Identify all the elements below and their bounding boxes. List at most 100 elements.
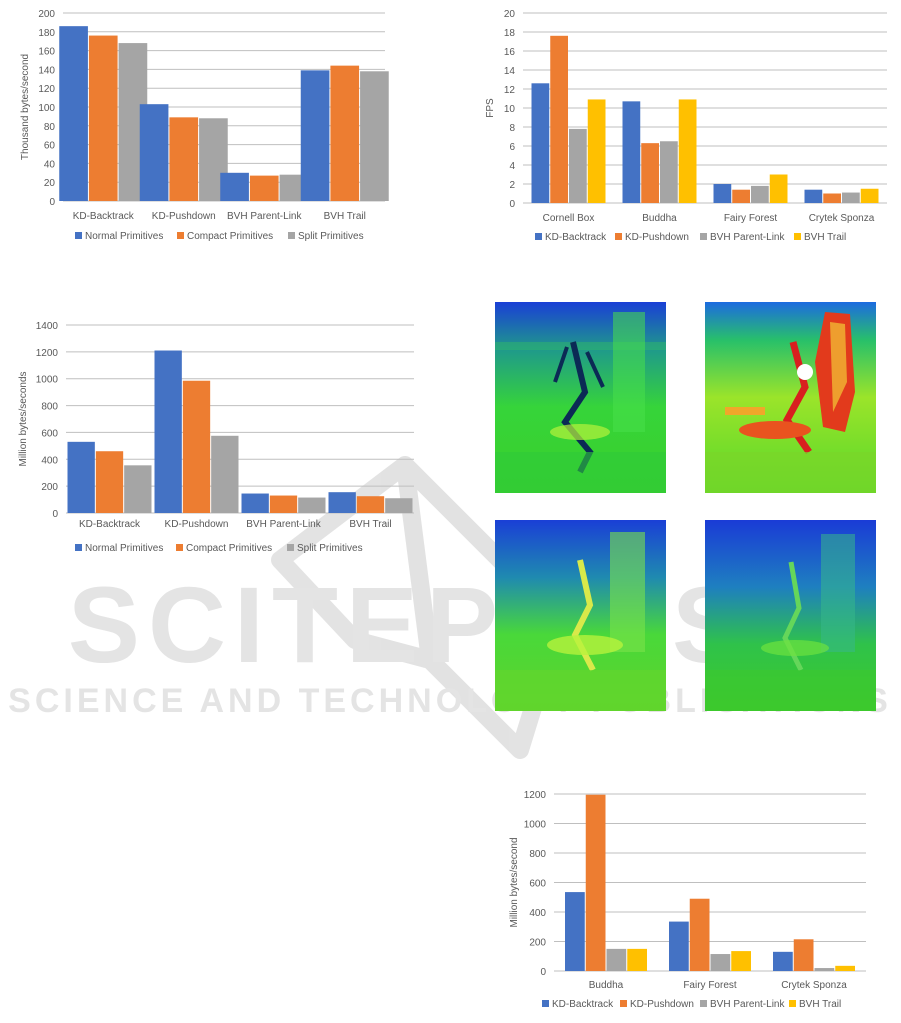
heatmap-1-graphic [495,302,666,493]
c2-x-category-label: Buddha [642,213,677,224]
c1-ytick-label: 0 [49,197,55,208]
c1-ytick-label: 140 [38,65,55,76]
chart-c4-svg: 0 200 400 600 800 1000 1200 Million bytes/secon… [509,790,866,1010]
c1-ytick-label: 200 [38,9,55,20]
c2-x-category-label: Fairy Forest [724,213,778,224]
c2-bar [860,188,879,203]
c3-ytick-label: 800 [41,402,58,413]
c3-bar [241,493,269,513]
c2-y-axis-label: FPS [485,98,496,118]
c4-legend-label: KD-Pushdown [630,999,694,1010]
c3-legend-swatch [75,544,82,551]
c1-x-category-label: BVH Parent-Link [227,211,302,222]
c2-legend-label: KD-Backtrack [545,232,607,243]
c4-legend-label: BVH Trail [799,999,841,1010]
c2-bar [678,99,697,203]
c2-bar [713,184,732,203]
c2-ytick-label: 12 [504,85,516,96]
c4-ytick-label: 1200 [524,790,547,801]
c4-bar [814,968,835,971]
c2-legend-label: BVH Trail [804,232,846,243]
c1-legend-label: Compact Primitives [187,231,273,242]
c4-bar [627,948,647,971]
c3-ytick-label: 1000 [36,375,59,386]
c1-y-axis-label: Thousand bytes/second [20,54,31,160]
c3-y-axis-label: Million bytes/seconds [18,371,29,466]
c2-ytick-label: 14 [504,66,516,77]
chart-c3-svg: 0 200 400 600 800 1000 1200 1400 Million bytes/s… [18,321,414,554]
c2-bar [804,189,823,203]
c3-ytick-label: 1200 [36,348,59,359]
c2-bar [732,189,750,203]
c1-ytick-label: 180 [38,28,55,39]
c3-bar [182,380,211,513]
chart-encode-throughput: 0 200 400 600 800 1000 1200 1400 Million bytes/s… [0,310,414,570]
c3-bar [385,498,413,513]
c2-legend-swatch [535,233,542,240]
c1-x-category-label: KD-Pushdown [152,211,216,222]
c2-bar [569,128,587,203]
c2-ytick-label: 4 [509,161,515,172]
c1-ytick-label: 100 [38,103,55,114]
c3-legend-swatch [287,544,294,551]
c2-ytick-label: 16 [504,47,516,58]
c1-bar [300,70,330,201]
chart-c2-svg: 0 2 4 6 8 10 12 14 16 18 20 FPS Cornell Box Buddha Fai… [485,9,887,243]
c3-ytick-label: 600 [41,428,58,439]
c2-ytick-label: 10 [504,104,516,115]
c4-x-category-label: Crytek Sponza [781,980,847,991]
c2-x-category-label: Cornell Box [543,213,595,224]
c2-bar [823,193,841,203]
heatmap-image-bottom-left [495,520,666,711]
c1-bar [169,117,199,201]
c2-bar [641,143,659,203]
c3-x-category-label: KD-Backtrack [79,519,141,530]
c1-bar [88,35,118,202]
c2-bar [550,35,568,203]
c4-legend-label: BVH Parent-Link [710,999,785,1010]
c4-legend-swatch [620,1000,627,1007]
c1-ytick-label: 20 [44,178,56,189]
c2-x-category-label: Crytek Sponza [809,213,875,224]
c3-bar [67,441,95,513]
heatmap-4-graphic [705,520,876,711]
c3-bar [269,495,298,513]
c3-legend-label: Normal Primitives [85,543,163,554]
c3-bar [298,497,326,513]
c1-bar [330,65,360,201]
c3-x-category-label: BVH Trail [349,519,391,530]
c2-legend-label: BVH Parent-Link [710,232,785,243]
c2-bar [842,192,860,203]
c4-bar [565,892,585,971]
c4-ytick-label: 0 [540,967,546,978]
c1-bar [249,175,279,201]
c3-bar [124,465,152,513]
c4-bar [731,951,751,971]
c1-bar [139,104,169,201]
heatmap-image-top-left [495,302,666,493]
c2-bar [531,83,550,203]
c2-bar [587,99,606,203]
c2-ytick-label: 6 [509,142,515,153]
c3-bar [95,451,124,513]
c2-ytick-label: 8 [509,123,515,134]
c4-bar [606,948,627,971]
c2-legend-swatch [615,233,622,240]
chart-decode-throughput: 0 20 40 60 80 100 120 140 160 180 200 Thousand byte… [0,0,410,260]
c4-ytick-label: 1000 [524,820,547,831]
c3-bar [154,350,182,513]
c3-ytick-label: 200 [41,482,58,493]
c1-bar [360,71,389,201]
c1-x-category-label: BVH Trail [324,211,366,222]
c4-bar [773,951,793,971]
c3-legend-label: Compact Primitives [186,543,272,554]
c3-legend-label: Split Primitives [297,543,363,554]
c2-ytick-label: 18 [504,28,516,39]
heatmap-image-top-right [705,302,876,493]
c4-legend-swatch [542,1000,549,1007]
c1-x-category-label: KD-Backtrack [73,211,135,222]
c4-bar [793,939,814,971]
c3-ytick-label: 0 [52,509,58,520]
c2-ytick-label: 0 [509,199,515,210]
c2-legend-swatch [700,233,707,240]
